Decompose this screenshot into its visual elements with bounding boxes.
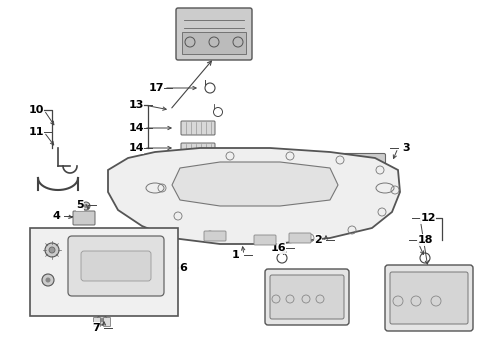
Circle shape [45,243,59,257]
Text: 14: 14 [128,143,143,153]
FancyBboxPatch shape [181,143,215,155]
Text: 5: 5 [76,200,83,210]
Text: 1: 1 [232,250,240,260]
FancyBboxPatch shape [269,275,343,319]
Circle shape [97,315,107,325]
Text: 8: 8 [92,243,100,253]
FancyBboxPatch shape [350,164,372,176]
FancyBboxPatch shape [203,231,225,241]
FancyBboxPatch shape [389,272,467,324]
Text: 12: 12 [419,213,435,223]
Text: 13: 13 [128,100,143,110]
Text: 9: 9 [48,263,56,273]
FancyBboxPatch shape [103,318,110,327]
FancyBboxPatch shape [264,269,348,325]
Polygon shape [108,148,399,244]
Text: 7: 7 [92,323,100,333]
FancyBboxPatch shape [253,235,275,245]
Text: 3: 3 [401,143,409,153]
FancyBboxPatch shape [81,251,151,281]
Text: 4: 4 [52,211,60,221]
Text: 18: 18 [416,235,432,245]
Circle shape [84,204,88,208]
FancyBboxPatch shape [68,236,163,296]
Text: 14: 14 [128,123,143,133]
FancyBboxPatch shape [340,153,385,165]
FancyBboxPatch shape [93,318,101,327]
FancyBboxPatch shape [181,121,215,135]
Text: 16: 16 [270,243,285,253]
Text: 15: 15 [290,297,305,307]
Text: 2: 2 [313,235,321,245]
Circle shape [42,274,54,286]
Text: 11: 11 [28,127,43,137]
FancyBboxPatch shape [384,265,472,331]
Circle shape [82,202,90,210]
Text: 6: 6 [179,263,186,273]
Polygon shape [172,162,337,206]
Text: 10: 10 [28,105,43,115]
Circle shape [320,227,330,237]
Circle shape [45,278,50,283]
Bar [30,228,178,316]
Circle shape [49,247,55,253]
FancyBboxPatch shape [288,233,310,243]
Bar [182,32,245,54]
FancyBboxPatch shape [176,8,251,60]
Circle shape [100,318,104,322]
Text: 17: 17 [148,83,163,93]
FancyBboxPatch shape [73,211,95,225]
